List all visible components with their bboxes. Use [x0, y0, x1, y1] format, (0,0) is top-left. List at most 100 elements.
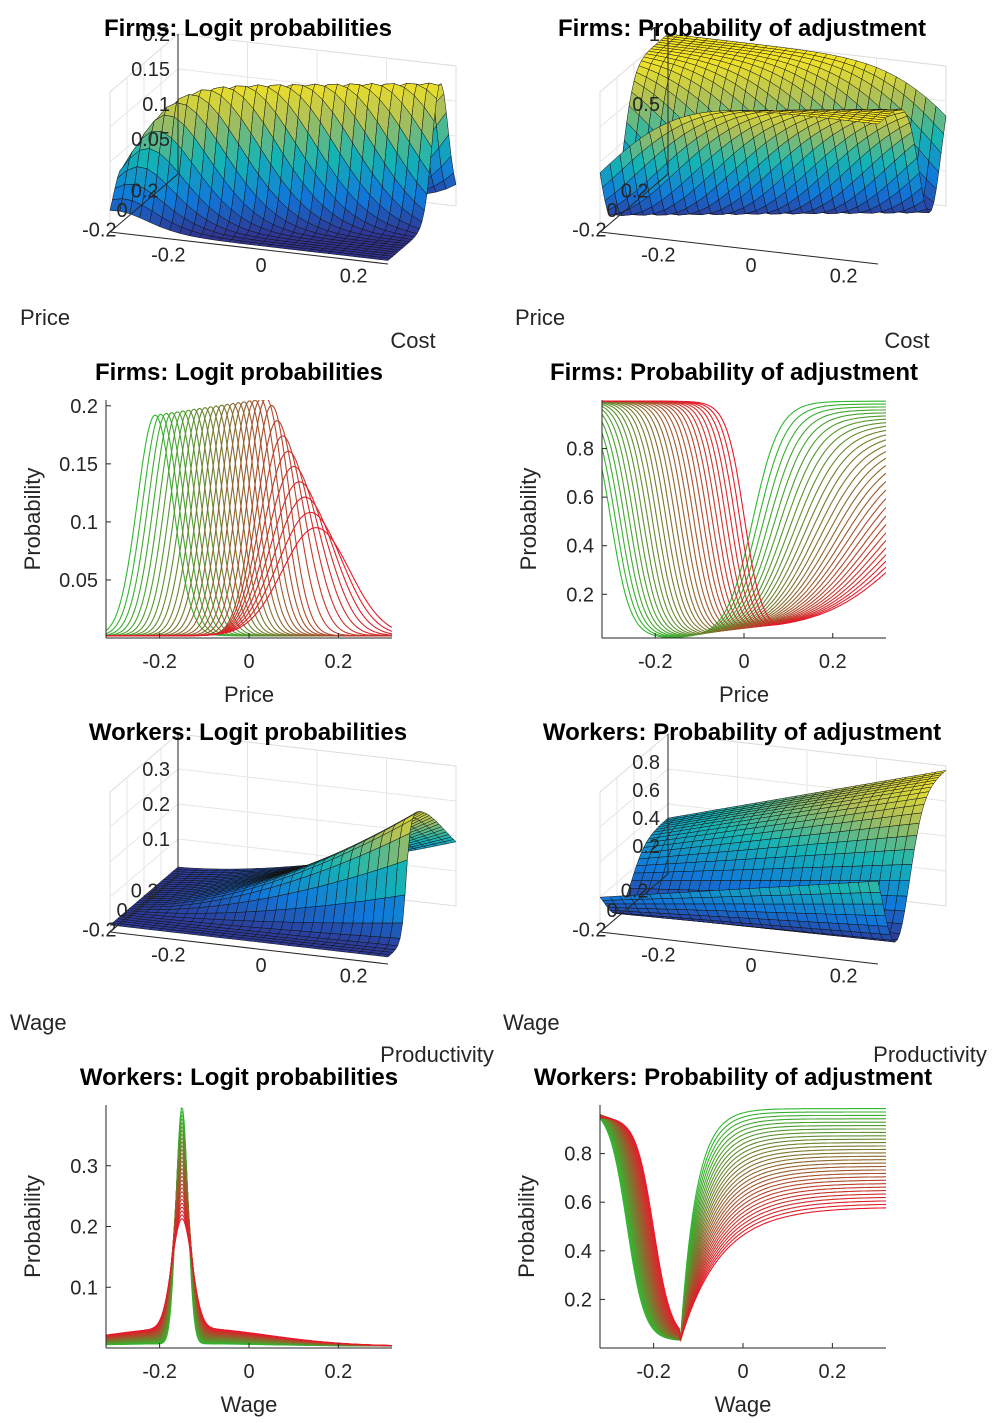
y-axis-label: Probability	[516, 468, 541, 571]
y-tick-label: 0.2	[70, 396, 98, 418]
series-line	[602, 406, 886, 638]
x-axis-label: Wage	[221, 1392, 278, 1417]
series-line	[600, 1114, 886, 1342]
surface-cell	[867, 880, 881, 893]
x-tick-label: -0.2	[151, 944, 185, 966]
series-line	[600, 1114, 886, 1340]
surface-cell	[867, 120, 881, 125]
series-line	[106, 1214, 392, 1347]
y-tick-label: 0.3	[70, 1156, 98, 1178]
y-tick-label: -0.2	[82, 919, 116, 941]
y-tick-label: 0.8	[564, 1144, 592, 1166]
y-tick-label: 0.6	[566, 487, 594, 509]
series-line	[106, 1145, 392, 1347]
x-axis-line	[109, 231, 389, 265]
y-tick-label: 0.2	[564, 1289, 592, 1311]
x-tick-label: 0.2	[340, 266, 368, 288]
y-tick-label: 0	[606, 200, 617, 222]
z-tick-label: 0.05	[131, 129, 170, 151]
series-line	[602, 409, 886, 637]
x-tick-label: 0.2	[818, 1361, 846, 1383]
y-tick-label: 0	[116, 900, 127, 922]
grid-line	[177, 768, 457, 802]
series-group	[602, 400, 886, 638]
x-axis-label: Cost	[390, 328, 435, 353]
series-line	[106, 1141, 392, 1347]
x-tick-label: -0.2	[641, 244, 675, 266]
series-line	[106, 1122, 392, 1347]
series-line	[106, 466, 392, 637]
series-line	[600, 1115, 886, 1341]
x-tick-label: -0.2	[638, 651, 672, 673]
chart-title: Firms: Probability of adjustment	[550, 359, 918, 386]
y-tick-label: 0.6	[564, 1192, 592, 1214]
y-axis-label: Price	[20, 305, 70, 330]
surface-cell	[892, 910, 905, 925]
grid-line	[599, 768, 669, 828]
x-tick-label: 0	[255, 255, 266, 277]
x-tick-label: 0.2	[830, 966, 858, 988]
surface-chart-5: -0.2 0 0.2-0.200.20.20.40.60.8WageProducti…	[503, 719, 987, 1067]
surface-cell	[896, 880, 910, 897]
y-axis-label: Wage	[10, 1010, 67, 1035]
y-axis-label: Price	[515, 305, 565, 330]
series-line	[600, 1114, 886, 1342]
series-line	[106, 1168, 392, 1347]
x-tick-label: 0.2	[340, 966, 368, 988]
grid-line	[109, 68, 179, 128]
y-tick-label: -0.2	[572, 219, 606, 241]
series-line	[600, 1116, 886, 1341]
series-line	[106, 1110, 392, 1347]
series-group	[106, 1107, 392, 1347]
series-line	[106, 1218, 392, 1347]
series-line	[600, 1115, 886, 1341]
series-line	[106, 1129, 392, 1347]
z-tick-label: 0.1	[142, 829, 170, 851]
x-axis-label: Price	[719, 682, 769, 707]
series-line	[600, 1115, 886, 1341]
series-line	[106, 1202, 392, 1347]
chart-title: Firms: Logit probabilities	[104, 15, 392, 42]
series-line	[602, 403, 886, 638]
series-line	[600, 1114, 886, 1341]
x-tick-label: 0.2	[819, 651, 847, 673]
series-line	[600, 1114, 886, 1341]
surface-mesh	[599, 33, 947, 216]
series-line	[106, 1149, 392, 1347]
surface-chart-4: -0.2 0 0.2-0.200.20.10.20.3WageProductivit…	[10, 719, 494, 1067]
z-tick-label: 0.2	[142, 24, 170, 46]
series-line	[106, 1179, 392, 1347]
line-chart-6: -0.2 0 0.2 0.1 0.2 0.3 Wage Probability Workers:…	[20, 1064, 398, 1417]
x-tick-label: 0.2	[830, 266, 858, 288]
y-tick-label: 0.2	[70, 1217, 98, 1239]
x-axis-label: Cost	[884, 328, 929, 353]
y-axis-label: Wage	[503, 1010, 560, 1035]
x-tick-label: -0.2	[142, 651, 176, 673]
z-tick-label: 0.3	[142, 759, 170, 781]
y-axis-line	[599, 173, 669, 233]
series-line	[106, 1195, 392, 1347]
x-tick-label: 0	[745, 255, 756, 277]
series-line	[600, 1114, 886, 1340]
series-line	[106, 1175, 392, 1347]
y-tick-label: 0.1	[70, 512, 98, 534]
z-tick-label: 0.5	[632, 94, 660, 116]
series-line	[600, 1117, 886, 1341]
x-tick-label: 0	[255, 955, 266, 977]
z-tick-label: 0.1	[142, 94, 170, 116]
y-tick-label: 0.2	[131, 881, 159, 903]
z-tick-label: 0.15	[131, 59, 170, 81]
series-line	[600, 1115, 886, 1341]
x-axis-label: Productivity	[873, 1042, 987, 1067]
series-line	[106, 1114, 392, 1347]
series-line	[600, 1114, 886, 1342]
series-line	[106, 1183, 392, 1347]
surface-cell	[387, 937, 401, 947]
series-line	[106, 1107, 392, 1347]
series-line	[106, 1156, 392, 1347]
y-axis-label: Probability	[20, 468, 45, 571]
x-tick-label: 0	[243, 1361, 254, 1383]
series-line	[106, 1210, 392, 1347]
